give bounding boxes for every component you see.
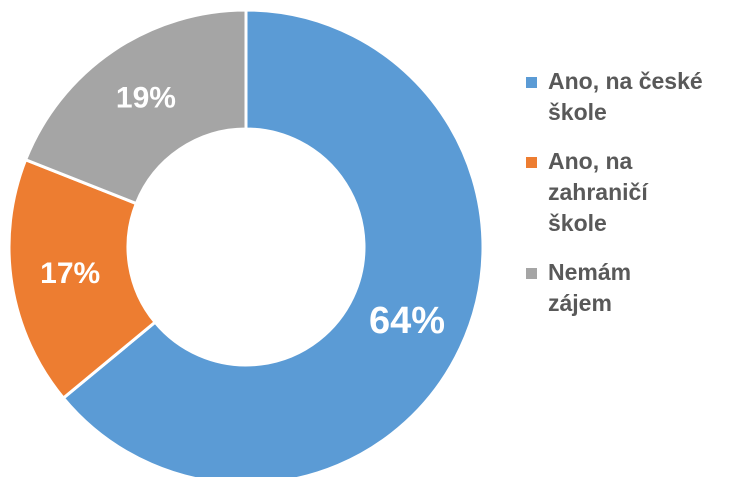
legend-swatch — [526, 157, 537, 168]
legend: Ano, na české škole Ano, na zahraničí ško… — [524, 66, 724, 337]
legend-label: Ano, na zahraničí škole — [548, 148, 648, 236]
data-label: 19% — [116, 82, 176, 115]
slice — [23, 8, 248, 206]
legend-item: Ano, na české škole — [524, 66, 734, 128]
legend-item: Nemám zájem — [524, 257, 658, 319]
legend-swatch — [526, 77, 537, 88]
donut-chart: 64% 17% 19% — [7, 8, 485, 477]
slice — [7, 157, 158, 401]
legend-item: Ano, na zahraničí škole — [524, 146, 678, 239]
slice — [61, 8, 485, 477]
data-label: 17% — [40, 257, 100, 290]
legend-label: Nemám zájem — [548, 259, 632, 316]
data-label: 64% — [369, 300, 445, 342]
legend-label: Ano, na české škole — [548, 68, 703, 125]
legend-swatch — [526, 268, 537, 279]
